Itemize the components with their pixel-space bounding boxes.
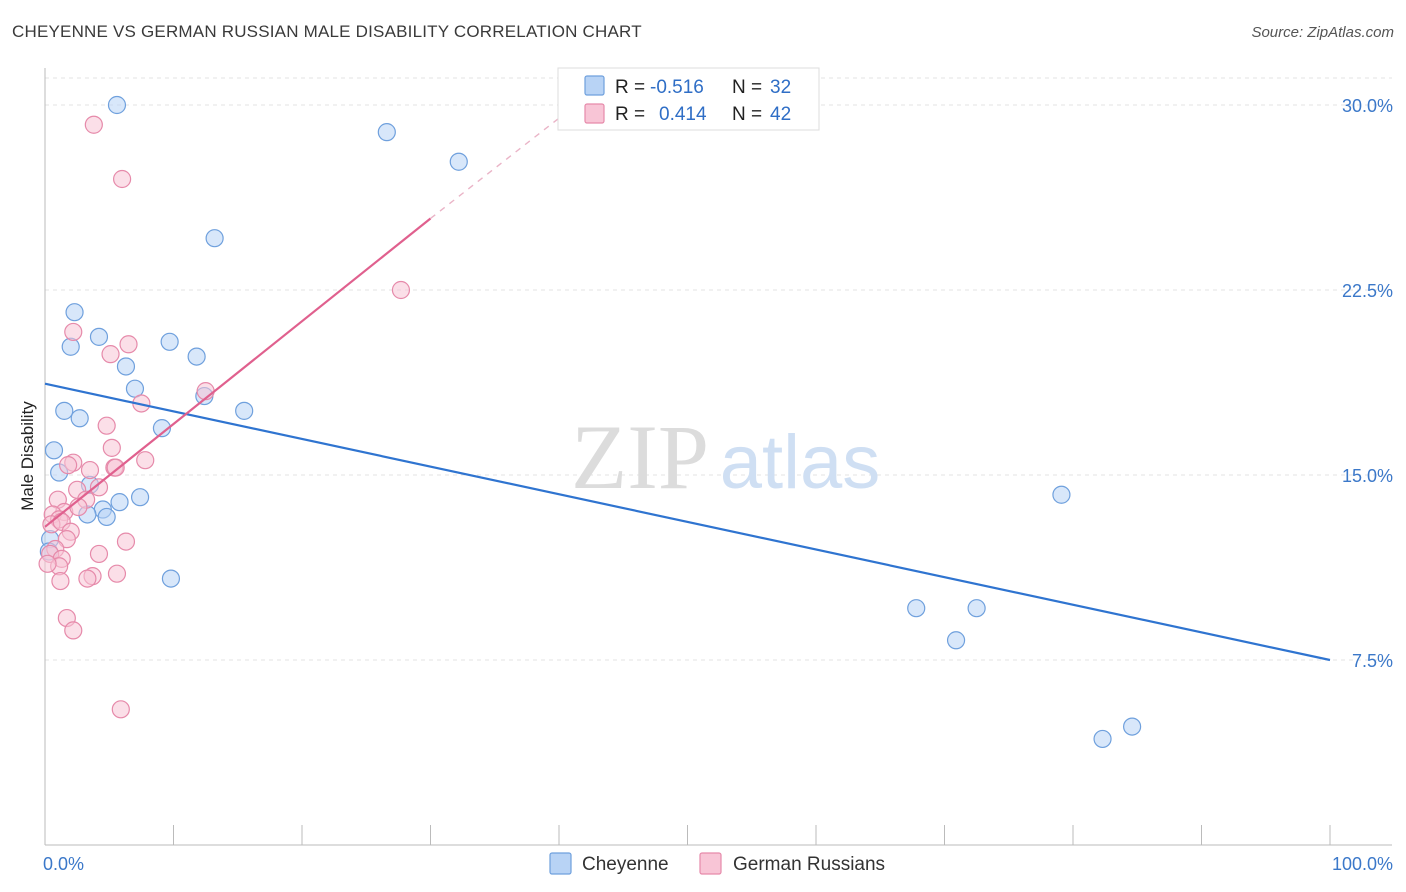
legend-n-value-german-russians: 42 [770, 104, 791, 125]
legend-n-value-cheyenne: 32 [770, 77, 791, 98]
cheyenne-point-28 [907, 599, 926, 618]
cheyenne-point-31 [1123, 717, 1142, 736]
cheyenne-point-9 [116, 357, 136, 376]
german-russians-point-4 [119, 335, 138, 354]
german-russians-point-15 [80, 460, 100, 480]
cheyenne-trend-line [44, 382, 1331, 662]
cheyenne-point-1 [377, 123, 396, 142]
cheyenne-point-27 [1052, 485, 1071, 504]
legend-r-label-cheyenne: R = [615, 77, 645, 98]
trend-lines [44, 67, 1331, 662]
cheyenne-point-20 [110, 493, 129, 512]
y-tick-label-1: 15.0% [1342, 466, 1393, 486]
cheyenne-point-14 [70, 409, 89, 428]
cheyenne-point-23 [97, 507, 116, 527]
german-russians-point-38 [51, 571, 70, 591]
cheyenne-point-13 [235, 401, 254, 420]
x-tick-label-min: 0.0% [43, 854, 84, 874]
cheyenne-point-15 [152, 419, 172, 438]
german-russians-point-8 [97, 416, 116, 435]
cheyenne-point-7 [61, 337, 80, 356]
data-points [38, 95, 1142, 749]
y-axis-label: Male Disability [18, 401, 37, 511]
cheyenne-point-3 [205, 229, 224, 248]
correlation-legend: R = -0.516 N = 32 R = 0.414 N = 42 [557, 67, 820, 131]
german-russians-point-5 [101, 345, 120, 364]
cheyenne-point-16 [44, 441, 64, 460]
bottom-legend-label-german-russians: German Russians [733, 854, 885, 875]
bottom-legend-swatch-german-russians [699, 852, 722, 875]
german-russians-point-37 [78, 569, 97, 588]
bottom-legend-swatch-cheyenne [549, 852, 572, 875]
cheyenne-point-26 [161, 569, 181, 588]
cheyenne-point-8 [187, 347, 206, 366]
legend-r-value-cheyenne: -0.516 [650, 77, 704, 98]
german-russians-point-0 [84, 115, 103, 134]
axes [44, 68, 1392, 846]
german-russians-point-31 [89, 544, 109, 564]
cheyenne-point-0 [107, 95, 127, 115]
chart-title: CHEYENNE VS GERMAN RUSSIAN MALE DISABILI… [12, 22, 642, 41]
grid-lines [45, 77, 1392, 661]
y-tick-label-3: 30.0% [1342, 96, 1393, 116]
legend-swatch-cheyenne [584, 75, 605, 96]
german-russians-trend-extension [430, 67, 624, 220]
series-legend: Cheyenne German Russians [549, 852, 885, 875]
german-russians-point-28 [116, 532, 136, 551]
watermark-atlas: atlas [720, 420, 881, 505]
bottom-legend-label-cheyenne: Cheyenne [582, 854, 669, 875]
cheyenne-point-2 [449, 152, 468, 171]
german-russians-point-14 [106, 458, 125, 477]
german-russians-point-12 [59, 456, 78, 475]
german-russians-point-1 [112, 169, 132, 189]
y-tick-labels: 7.5% 15.0% 22.5% 30.0% [1342, 96, 1393, 671]
german-russians-trend-line [44, 217, 432, 528]
legend-r-label-german-russians: R = [615, 104, 645, 125]
cheyenne-point-4 [65, 303, 84, 322]
cheyenne-point-19 [130, 488, 150, 507]
watermark: ZIP atlas [571, 406, 880, 508]
cheyenne-point-5 [89, 327, 109, 346]
cheyenne-point-30 [946, 631, 966, 650]
x-tick-label-max: 100.0% [1332, 854, 1393, 874]
watermark-zip: ZIP [571, 406, 709, 508]
cheyenne-point-32 [1093, 729, 1112, 749]
legend-swatch-german-russians [584, 103, 605, 124]
german-russians-point-34 [38, 554, 57, 573]
german-russians-point-2 [391, 280, 411, 300]
german-russians-point-27 [57, 530, 76, 549]
german-russians-point-10 [136, 451, 155, 470]
x-tick-labels: 0.0% 100.0% [43, 854, 1393, 874]
legend-r-value-german-russians: 0.414 [659, 104, 707, 125]
german-russians-point-16 [89, 478, 109, 497]
cheyenne-point-12 [55, 401, 74, 420]
source-label: Source: ZipAtlas.com [1251, 24, 1394, 41]
german-russians-point-41 [111, 700, 130, 719]
legend-n-label-german-russians: N = [732, 104, 762, 125]
y-tick-label-0: 7.5% [1352, 651, 1393, 671]
german-russians-point-9 [102, 438, 121, 457]
cheyenne-point-6 [160, 332, 179, 351]
german-russians-point-3 [64, 322, 83, 342]
y-tick-label-2: 22.5% [1342, 281, 1393, 301]
cheyenne-point-29 [967, 599, 986, 618]
german-russians-point-40 [64, 621, 83, 640]
german-russians-point-35 [107, 564, 127, 583]
legend-n-label-cheyenne: N = [732, 77, 762, 98]
